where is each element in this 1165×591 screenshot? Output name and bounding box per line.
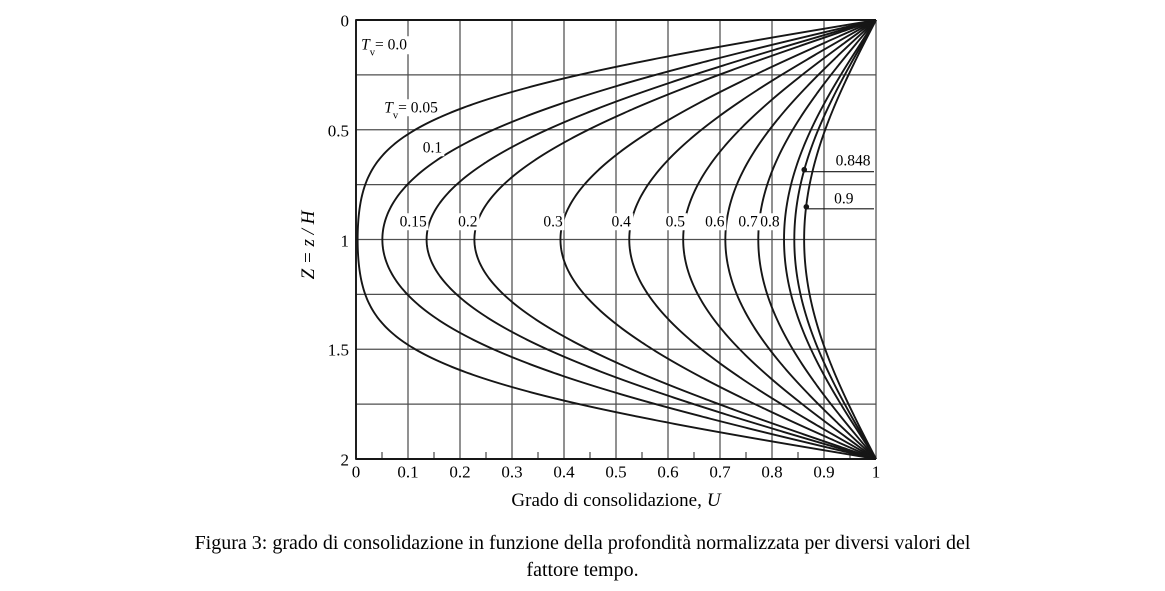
- isochrone-curve-tv-0.5: [682, 19, 877, 460]
- isochrone-curve-tv-0.9: [803, 19, 877, 460]
- x-tick-label-0.8: 0.8: [761, 462, 783, 482]
- curve-label-tv-0.8: 0.8: [758, 212, 782, 231]
- curve-label-tv-0.6: 0.6: [703, 212, 727, 231]
- x-tick-label-0.9: 0.9: [813, 462, 835, 482]
- isochrone-curve-tv-0.2: [473, 19, 877, 460]
- curve-label-tv-0.4: 0.4: [609, 212, 633, 231]
- x-tick-label-1: 1: [871, 462, 881, 482]
- y-tick-label-1.5: 1.5: [327, 340, 349, 360]
- chart-canvas: [355, 19, 877, 460]
- curve-label-tv-0.9: 0.9: [832, 189, 856, 207]
- y-tick-label-1: 1: [340, 231, 350, 250]
- x-axis-variable: U: [706, 490, 721, 511]
- isochrone-curve-tv-0.4: [628, 19, 877, 460]
- annotation-dot: [803, 203, 810, 210]
- y-axis-title-text: Z = z / H: [298, 210, 319, 280]
- annotation-dot: [801, 166, 808, 173]
- curve-label-tv-0.5: 0.5: [663, 212, 687, 231]
- isochrone-curve-tv-0.8: [783, 19, 877, 460]
- isochrone-curve-tv-0: [355, 19, 876, 460]
- curve-label-tv-0.1: 0.1: [420, 138, 445, 157]
- x-tick-label-0.3: 0.3: [501, 462, 523, 482]
- y-tick-label-2: 2: [340, 450, 350, 470]
- isochrone-curve-tv-0.05: [356, 19, 877, 460]
- x-tick-label-0: 0: [351, 462, 361, 482]
- y-tick-label-0.5: 0.5: [327, 121, 349, 141]
- curve-label-tv-0.2: 0.2: [456, 212, 480, 231]
- curve-label-tv-0: Tv= 0.0: [359, 36, 410, 59]
- isochrone-curve-tv-0.6: [724, 19, 877, 460]
- x-tick-label-0.1: 0.1: [397, 462, 419, 482]
- curve-label-tv-0.7: 0.7: [736, 212, 760, 231]
- isochrone-curve-tv-0.15: [425, 19, 877, 460]
- x-tick-label-0.2: 0.2: [449, 462, 471, 482]
- caption-line-1: Figura 3: grado di consolidazione in fun…: [194, 532, 971, 554]
- x-axis-title: Grado di consolidazione, U: [511, 490, 720, 512]
- consolidation-isochrone-chart: 0 0.1 0.2 0.3 0.4 0.5 0.6 0.7 0.8 0.9 1 0 0.5 1 1.5 2 Tv…: [298, 11, 881, 512]
- isochrone-curve-tv-0.7: [757, 19, 877, 460]
- x-tick-label-0.5: 0.5: [605, 462, 627, 482]
- x-tick-label-0.4: 0.4: [553, 462, 575, 482]
- curve-label-tv-0.05: Tv= 0.05: [382, 99, 440, 122]
- caption-line-2: fattore tempo.: [526, 559, 639, 581]
- x-axis-title-text: Grado di consolidazione,: [511, 490, 702, 511]
- isochrone-curve-tv-0.1: [381, 19, 877, 460]
- x-tick-label-0.6: 0.6: [657, 462, 679, 482]
- y-tick-label-0: 0: [340, 11, 350, 31]
- curve-label-tv-0.848: 0.848: [833, 151, 873, 169]
- x-tick-label-0.7: 0.7: [709, 462, 731, 482]
- isochrone-curve-tv-0.3: [559, 19, 877, 460]
- curve-label-tv-0.15: 0.15: [397, 212, 429, 231]
- figure-caption: Figura 3: grado di consolidazione in fun…: [0, 530, 1165, 584]
- curve-label-tv-0.3: 0.3: [541, 212, 565, 231]
- isochrone-curve-tv-0.848: [793, 19, 877, 460]
- y-axis-title: Z = z / H: [298, 211, 320, 280]
